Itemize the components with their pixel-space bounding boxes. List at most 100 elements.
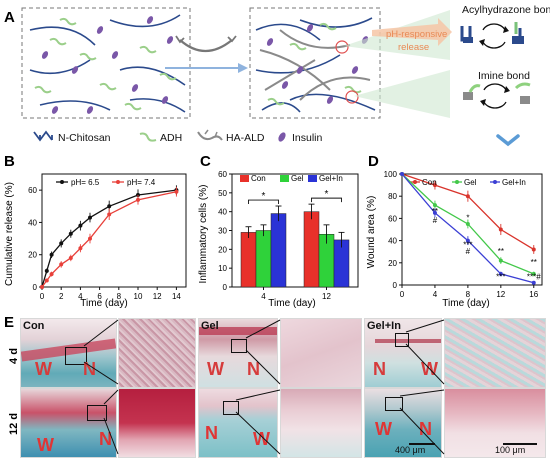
- legend-ha-ald-label: HA-ALD: [226, 132, 265, 144]
- panel-d-annotation-1: #: [433, 216, 438, 225]
- insulin-molecule-6: [161, 96, 169, 104]
- acylhydrazone-equilibrium-icon: [460, 22, 524, 49]
- insulin-molecule-5: [51, 106, 59, 114]
- panel-d-annotation-2: *: [466, 214, 469, 223]
- reaction-arrow: [165, 63, 248, 73]
- panel-d-point-0-3: [498, 227, 503, 232]
- scale-bar-400um-label: 400 μm: [395, 445, 426, 455]
- network-after: [255, 17, 376, 113]
- marker-n-gel-4d: N: [247, 359, 260, 379]
- histology-gel-4d-low: W N Gel: [198, 318, 278, 388]
- panel-b-xlabel: Time (day): [80, 298, 127, 309]
- legend-insulin-label: Insulin: [292, 132, 323, 144]
- panel-c-bar-2-0: [270, 213, 287, 288]
- panel-c-ytick-label-1: 10: [218, 264, 227, 273]
- release-label-1: pH-responsive: [386, 29, 447, 40]
- panel-b-point-1-9: [174, 189, 179, 194]
- panel-c-sig-label-1: *: [325, 189, 329, 200]
- legend-chitosan: N-Chitosan: [33, 130, 111, 144]
- scale-bar-100um-label: 100 μm: [495, 445, 526, 455]
- panel-d-point-1-4: [531, 271, 536, 276]
- insulin-molecule-8: [86, 106, 94, 114]
- chitosan-chain-1: [29, 59, 91, 75]
- panel-c-ytick-label-2: 20: [218, 245, 227, 254]
- panel-d-ytick-label-0: 0: [393, 281, 398, 290]
- panel-c-ytick-label-4: 40: [218, 208, 227, 217]
- ha-ald-crosslinker-icon: [175, 35, 237, 53]
- panel-b-point-1-7: [107, 212, 112, 217]
- legend-chitosan-label: N-Chitosan: [58, 132, 111, 144]
- panel-c-legend-swatch-1: [280, 175, 289, 182]
- adh-crosslinked-2: [267, 97, 285, 106]
- chitosan-chain-4: [39, 100, 111, 111]
- panel-d-annotation-4: #: [466, 247, 471, 256]
- legend-insulin: Insulin: [278, 132, 323, 144]
- adh-molecule-4: [59, 17, 77, 26]
- panel-d-legend-marker-0: [413, 180, 417, 184]
- panel-c-xlabel: Time (day): [268, 298, 315, 309]
- panel-b-xtick-label-0: 0: [40, 292, 45, 301]
- panel-b-xtick-label-1: 2: [59, 292, 64, 301]
- ha-ald-chain-1: [279, 29, 351, 49]
- panel-d-point-2-2: [465, 238, 470, 243]
- panel-b-ytick-label-0: 0: [33, 283, 38, 292]
- panel-c-xtick-label-1: 12: [322, 292, 331, 301]
- panel-d-xtick-label-2: 8: [466, 290, 471, 299]
- insulin-loaded-6: [296, 66, 304, 74]
- panel-e: E 4 d 12 d W N Con W N Gel N W Gel+In: [0, 312, 550, 459]
- panel-b-point-0-7: [107, 204, 112, 209]
- insulin-loaded-0: [266, 38, 274, 46]
- hydrogel-box-before: [21, 7, 191, 119]
- panel-b-legend-marker-0: [60, 180, 64, 184]
- panel-b-xtick-label-4: 8: [117, 292, 122, 301]
- imine-site-highlight: [345, 90, 359, 104]
- panel-d-point-0-2: [465, 194, 470, 199]
- panel-d-ytick-label-2: 40: [388, 237, 397, 246]
- insulin-molecule-2: [166, 36, 174, 44]
- marker-n-gelin-4d: N: [373, 359, 386, 379]
- panel-d-point-0-4: [531, 247, 536, 252]
- panel-d-xtick-label-0: 0: [400, 290, 405, 299]
- ha-ald-chain-3: [264, 59, 316, 91]
- legend-adh-label: ADH: [160, 132, 182, 144]
- adh-crosslinked-0: [289, 42, 307, 51]
- panel-b-ylabel: Cumulative release (%): [4, 182, 15, 286]
- panel-d-point-2-1: [432, 210, 437, 215]
- chitosan-chain-0: [29, 26, 96, 46]
- panel-c-bar-0-0: [240, 232, 257, 288]
- insulin-molecule-1: [96, 26, 104, 34]
- marker-n-gel-12d: N: [205, 423, 218, 443]
- panel-d-xlabel: Time (day): [442, 298, 489, 309]
- panel-c-bar-1-0: [255, 230, 272, 288]
- insulin-loaded-1: [306, 24, 314, 32]
- histology-gelin-12d-high: 100 μm: [444, 388, 546, 458]
- panel-b-point-0-6: [88, 215, 92, 220]
- panel-d-xtick-label-3: 12: [496, 290, 505, 299]
- adh-molecule-6: [34, 85, 52, 94]
- panel-d-point-1-1: [432, 203, 437, 208]
- panel-d-point-2-3: [498, 271, 503, 276]
- panel-b-xtick-label-7: 14: [172, 292, 181, 301]
- histology-gel-12d-low: N W: [198, 388, 278, 458]
- adh-crosslinked-3: [319, 22, 337, 31]
- panel-c-legend-swatch-2: [308, 175, 317, 182]
- panel-c-letter: C: [200, 153, 211, 170]
- panel-b-point-0-2: [49, 252, 54, 257]
- panel-e-letter: E: [4, 314, 15, 331]
- panel-d-xtick-label-4: 16: [529, 290, 538, 299]
- col-label-gelin: Gel+In: [367, 320, 401, 332]
- panel-d-letter: D: [368, 153, 379, 170]
- panel-b-plot-frame: [41, 173, 187, 288]
- panel-b-ytick-label-1: 20: [28, 251, 37, 260]
- panel-b: B 0 20 40 60 0 2 4 6 8 10 12 14 pH= 6.5 pH= 7.4 Time …: [4, 153, 187, 309]
- insulin-loaded-3: [281, 81, 289, 89]
- panel-d-annotation-3: ***: [463, 240, 472, 249]
- panel-c-ytick-label-0: 0: [223, 283, 228, 292]
- marker-w-gel-4d: W: [207, 359, 224, 379]
- histology-gelin-4d-high: [444, 318, 546, 388]
- imine-zoom-cone: [354, 70, 450, 118]
- panel-d-annotation-6: **: [531, 258, 537, 267]
- insulin-loaded-4: [326, 96, 334, 104]
- marker-w-gelin-4d: W: [421, 359, 438, 379]
